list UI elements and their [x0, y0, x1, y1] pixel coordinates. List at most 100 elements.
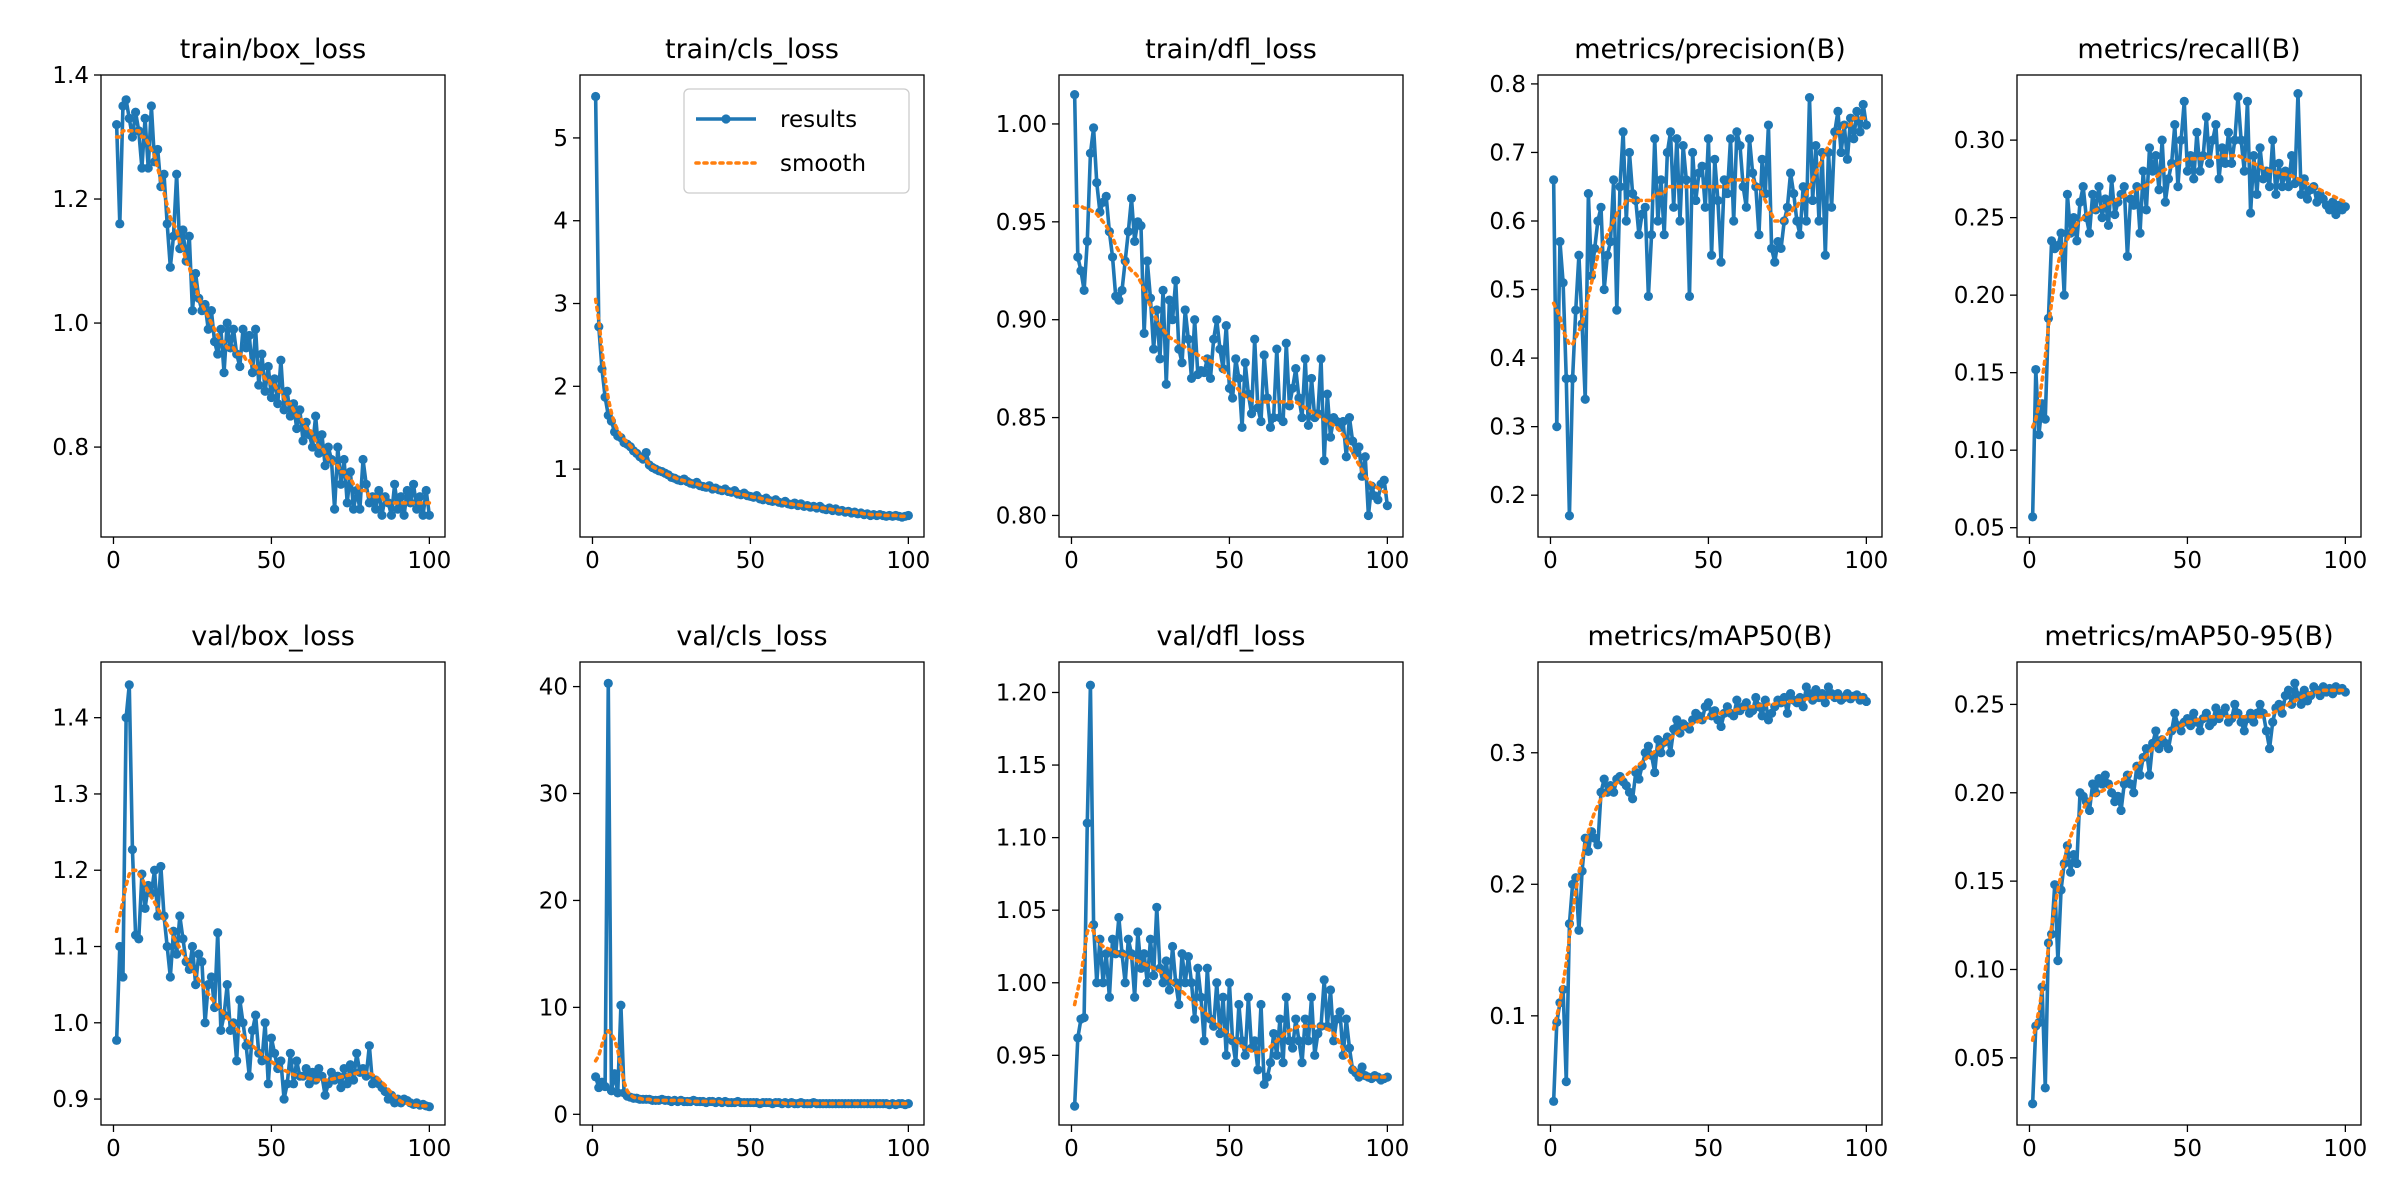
- data-point: [1703, 134, 1714, 144]
- data-point: [1766, 243, 1777, 254]
- data-point: [1760, 695, 1770, 705]
- data-point: [2122, 251, 2133, 261]
- data-point: [2283, 685, 2294, 695]
- data-point: [2107, 174, 2117, 184]
- data-point: [1126, 193, 1137, 203]
- data-point: [2110, 209, 2120, 220]
- data-point: [1373, 495, 1383, 505]
- data-point: [257, 349, 267, 359]
- chart-title: val/box_loss: [191, 621, 355, 652]
- data-point: [415, 492, 425, 502]
- data-point: [2195, 726, 2205, 736]
- x-tick-label: 50: [257, 548, 286, 574]
- data-point: [1382, 1072, 1392, 1082]
- data-point: [1605, 236, 1616, 247]
- data-point: [2129, 200, 2139, 210]
- data-point: [1593, 840, 1603, 850]
- data-point: [1297, 1057, 1307, 1068]
- data-point: [153, 911, 163, 921]
- data-point: [1246, 409, 1257, 419]
- y-tick-label: 1.20: [996, 680, 1047, 706]
- data-point: [2163, 743, 2174, 754]
- data-point: [355, 504, 365, 514]
- data-point: [2264, 743, 2275, 754]
- y-tick-label: 10: [539, 995, 568, 1021]
- data-point: [1820, 698, 1830, 708]
- y-tick-label: 5: [553, 126, 568, 152]
- data-point: [1637, 209, 1647, 219]
- y-tick-label: 30: [539, 782, 568, 808]
- data-point: [2249, 151, 2259, 161]
- data-point: [1650, 767, 1660, 778]
- data-point: [609, 1069, 620, 1079]
- results-line: [114, 98, 432, 518]
- data-point: [2255, 699, 2265, 710]
- data-point: [1574, 925, 1584, 935]
- data-point: [1313, 1028, 1323, 1039]
- plot-area: [591, 91, 913, 522]
- data-point: [2100, 770, 2110, 780]
- data-point: [1360, 452, 1370, 462]
- data-point: [2170, 120, 2180, 130]
- data-point: [1107, 252, 1118, 262]
- data-point: [2163, 174, 2174, 184]
- data-point: [1688, 147, 1698, 158]
- data-point: [2233, 92, 2243, 102]
- smooth-line: [593, 297, 911, 519]
- data-point: [1827, 202, 1837, 212]
- data-point: [1082, 818, 1092, 828]
- data-point: [1643, 291, 1654, 302]
- data-point: [2088, 779, 2098, 789]
- x-tick-label: 0: [585, 1136, 600, 1162]
- data-point: [260, 386, 270, 396]
- data-point: [320, 1090, 330, 1100]
- plot-area: [2028, 89, 2350, 522]
- data-point: [206, 306, 217, 316]
- legend: results smooth: [683, 88, 910, 194]
- results-line: [114, 683, 430, 1109]
- data-point: [146, 101, 156, 111]
- data-point: [1710, 154, 1720, 164]
- data-point: [247, 1025, 258, 1036]
- plot-area: [1070, 680, 1392, 1111]
- data-point: [1114, 295, 1124, 305]
- data-point: [2069, 213, 2079, 223]
- data-point: [390, 479, 400, 489]
- data-point: [2088, 189, 2098, 199]
- data-point: [2239, 166, 2249, 176]
- data-point: [165, 972, 175, 982]
- data-point: [232, 1056, 242, 1066]
- data-point: [1123, 934, 1133, 944]
- x-tick-label: 50: [1694, 548, 1723, 574]
- data-point: [903, 510, 913, 521]
- data-point: [1114, 912, 1124, 923]
- x-tick-label: 0: [1064, 548, 1079, 574]
- data-point: [276, 355, 286, 365]
- x-tick-label: 100: [2323, 548, 2367, 574]
- data-point: [2075, 197, 2085, 207]
- data-point: [1596, 202, 1606, 212]
- plot-area: [1070, 89, 1392, 521]
- data-point: [1716, 721, 1726, 732]
- data-point: [1199, 367, 1209, 378]
- data-point: [1656, 748, 1666, 758]
- y-tick-label: 0.5: [1489, 278, 1526, 304]
- data-point: [1183, 334, 1193, 344]
- data-point: [2217, 143, 2227, 153]
- data-point: [2261, 726, 2271, 736]
- data-point: [1149, 970, 1159, 981]
- x-tick-label: 0: [106, 1136, 121, 1162]
- y-tick-label: 0.2: [1489, 483, 1526, 509]
- data-point: [178, 934, 188, 944]
- data-point: [260, 1018, 270, 1028]
- data-point: [282, 386, 292, 396]
- data-point: [320, 461, 330, 471]
- data-point: [1085, 680, 1096, 690]
- data-point: [143, 163, 153, 173]
- data-point: [292, 423, 302, 434]
- data-point: [203, 980, 213, 990]
- data-point: [2170, 708, 2180, 718]
- data-point: [1287, 1043, 1298, 1053]
- x-tick-label: 50: [257, 1136, 286, 1162]
- data-point: [336, 479, 346, 489]
